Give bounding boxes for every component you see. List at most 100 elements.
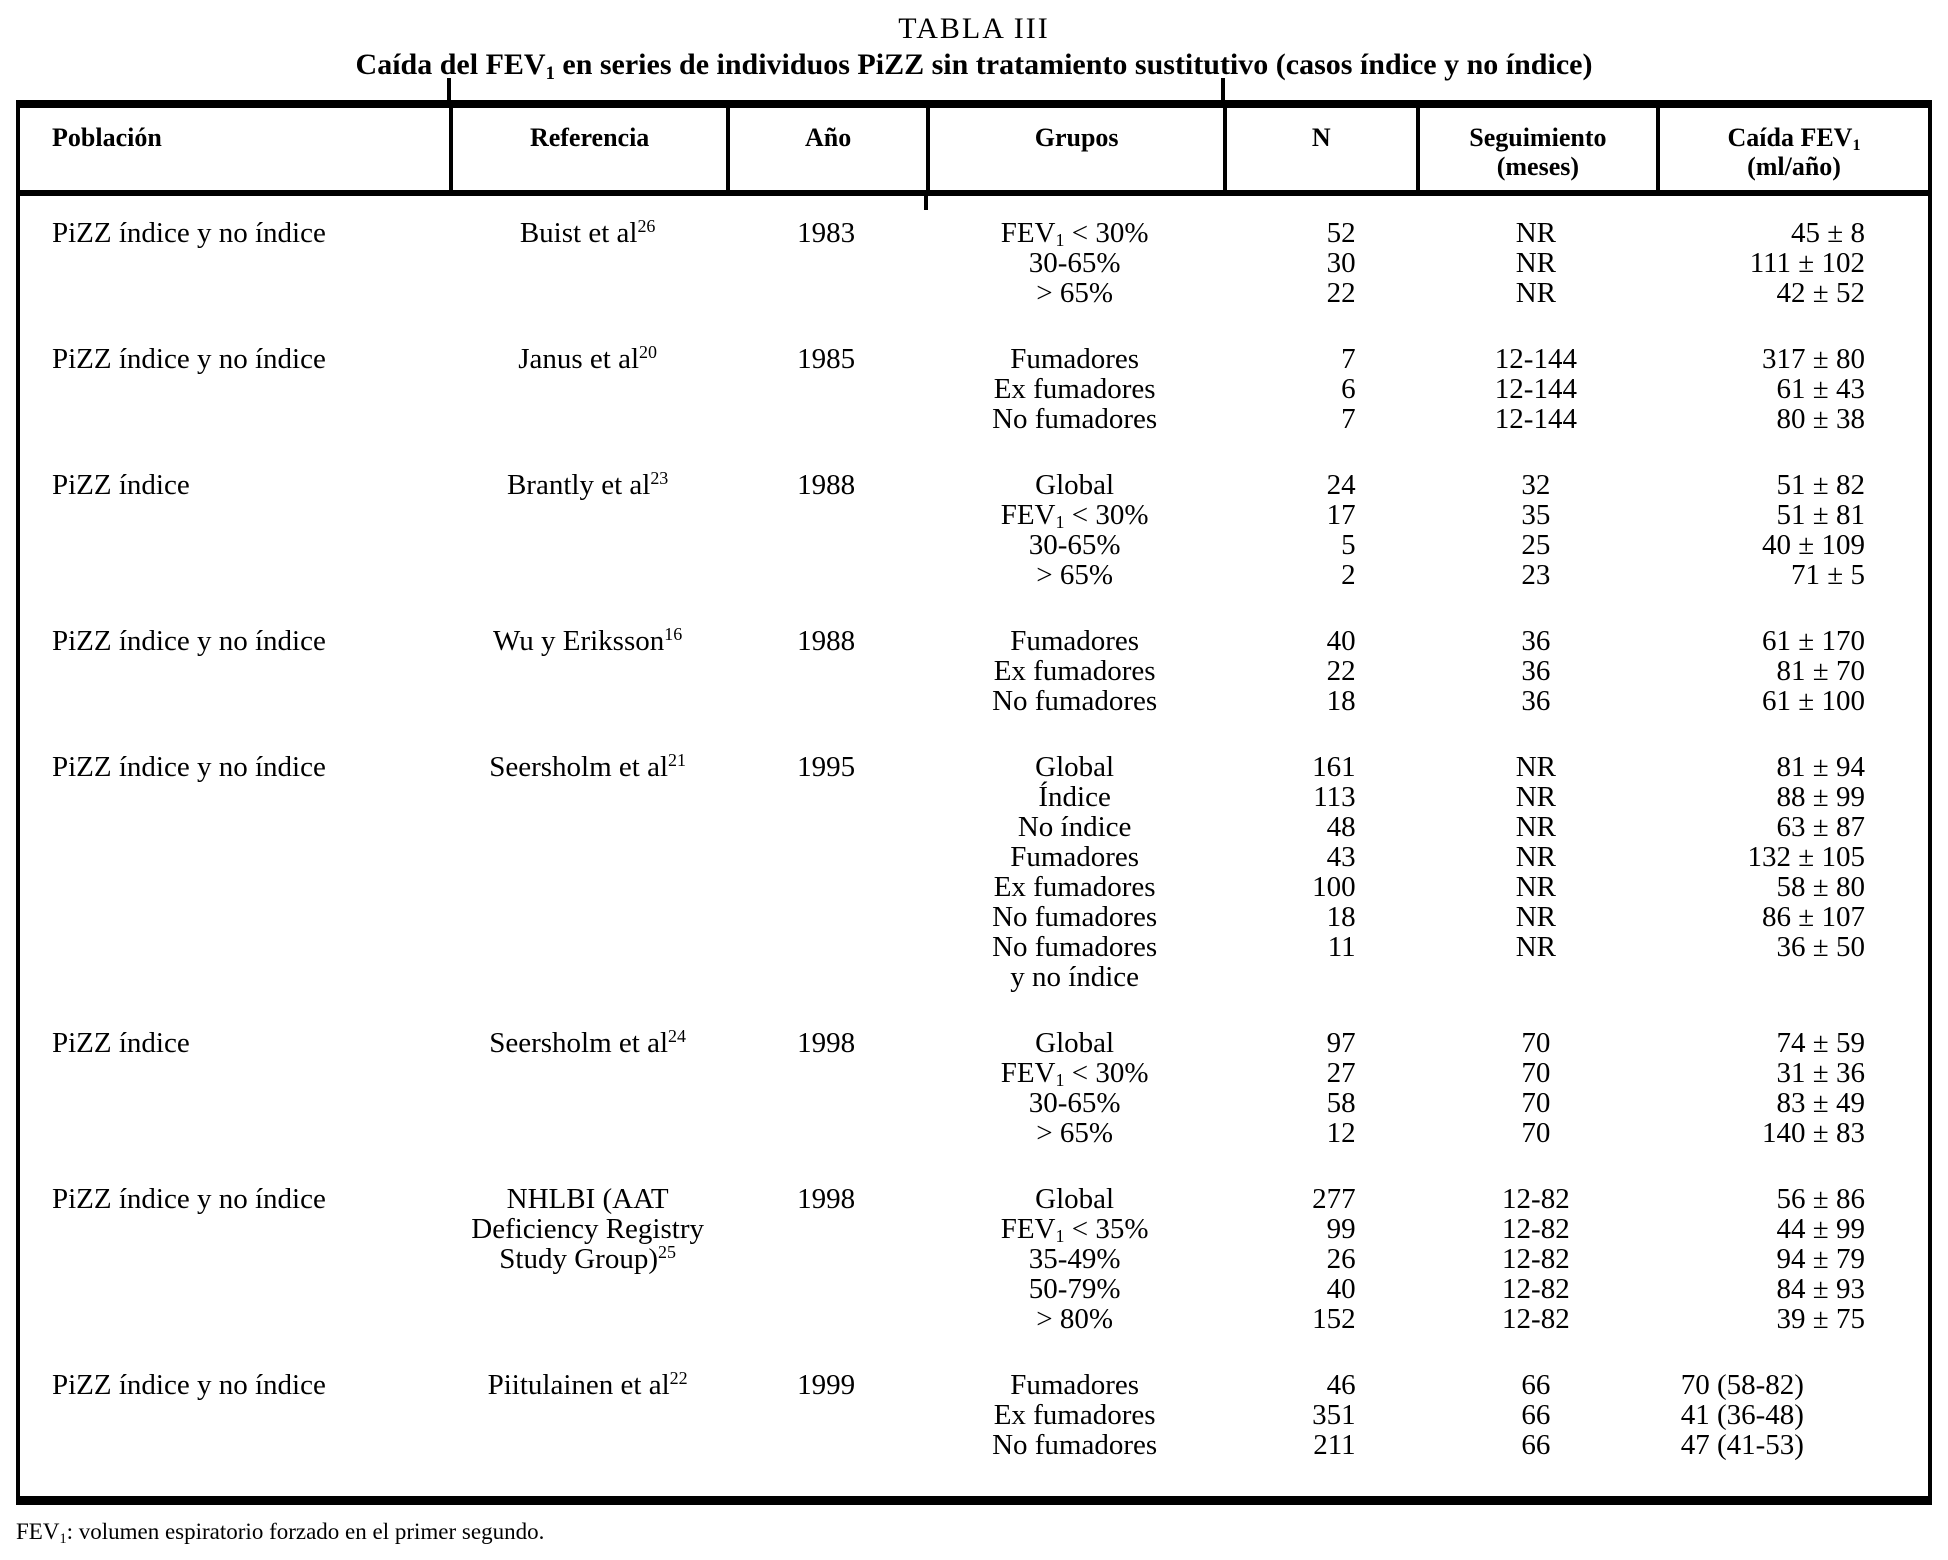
- cell-line: 161: [1312, 751, 1356, 783]
- cell-line: 351: [1312, 1399, 1356, 1431]
- cell-line: 51 ± 82: [1776, 469, 1865, 501]
- cell-caida-fev1: 70 (58-82) 41 (36-48) 47 (41-53): [1656, 1370, 1928, 1460]
- cell-line: 70: [1521, 1027, 1551, 1059]
- cell-line: 40: [1326, 625, 1356, 657]
- cell-line: 61 ± 100: [1762, 685, 1865, 717]
- cell-caida-fev1: 56 ± 86 44 ± 99 94 ± 79 84 ± 93 39 ± 75: [1656, 1184, 1928, 1334]
- column-header-seguimiento: Seguimiento (meses): [1415, 108, 1656, 190]
- cell-poblacion: PiZZ índice: [20, 470, 449, 590]
- cell-line: FEV1 < 30%: [1000, 1057, 1149, 1091]
- cell-line: 7: [1341, 403, 1356, 435]
- cell-line: 48: [1326, 811, 1356, 843]
- data-table: Población Referencia Año Grupos N Seguim…: [16, 78, 1932, 1505]
- cell-caida-fev1: 81 ± 94 88 ± 99 63 ± 87 132 ± 105 58 ± 80 86 …: [1656, 752, 1928, 992]
- cell-line: 1998: [797, 1027, 856, 1059]
- cell-line: 12-82: [1502, 1273, 1570, 1305]
- cell-line: NR: [1515, 901, 1557, 933]
- cell-line: 18: [1326, 901, 1356, 933]
- cell-line: Índice: [1038, 781, 1111, 813]
- cell-line: 43: [1326, 841, 1356, 873]
- cell-caida-fev1: 74 ± 59 31 ± 36 83 ± 49 140 ± 83: [1656, 1028, 1928, 1148]
- cell-line: 111 ± 102: [1749, 247, 1865, 279]
- cell-ano: 1998: [726, 1028, 926, 1148]
- cell-line: Seersholm et al21: [489, 750, 686, 783]
- cell-line: Deficiency Registry: [471, 1213, 704, 1245]
- cell-line: 66: [1521, 1429, 1551, 1461]
- cell-line: 5: [1341, 529, 1356, 561]
- cell-line: 25: [1521, 529, 1551, 561]
- cell-line: 113: [1313, 781, 1356, 813]
- cell-line: Janus et al20: [518, 342, 658, 375]
- cell-line: 1983: [797, 217, 856, 249]
- cell-line: 94 ± 79: [1776, 1243, 1865, 1275]
- header-line: Seguimiento: [1469, 123, 1607, 152]
- table-row-group: PiZZ índice Seersholm et al24 1998 Globa…: [20, 992, 1928, 1148]
- cell-line: 17: [1326, 499, 1356, 531]
- cell-line: NR: [1515, 781, 1557, 813]
- cell-line: 152: [1312, 1303, 1356, 1335]
- cell-referencia: Wu y Eriksson16: [449, 625, 726, 716]
- table-row-group: PiZZ índice y no índice Wu y Eriksson16 …: [20, 590, 1928, 716]
- cell-line: 71 ± 5: [1791, 559, 1865, 591]
- cell-seguimiento: 70 70 70 70: [1416, 1028, 1656, 1148]
- cell-poblacion: PiZZ índice y no índice: [20, 1184, 449, 1334]
- cell-line: NR: [1515, 931, 1557, 963]
- cell-line: 45 ± 8: [1791, 217, 1865, 249]
- cell-n: 24 17 5 2: [1223, 470, 1416, 590]
- cell-line: 42 ± 52: [1776, 277, 1865, 309]
- cell-line: Seersholm et al24: [489, 1026, 686, 1059]
- cell-grupos: Global FEV1 < 35% 35-49% 50-79% > 80%: [926, 1184, 1223, 1334]
- cell-seguimiento: 32 35 25 23: [1416, 470, 1656, 590]
- cell-line: NR: [1515, 277, 1557, 309]
- cell-line: Fumadores: [1010, 1369, 1140, 1401]
- cell-referencia: Janus et al20: [449, 342, 726, 434]
- cell-grupos: FEV1 < 30% 30-65% > 65%: [926, 218, 1223, 308]
- cell-line: 74 ± 59: [1776, 1027, 1865, 1059]
- cell-line: 46: [1326, 1369, 1356, 1401]
- cell-line: 36 ± 50: [1776, 931, 1865, 963]
- cell-grupos: Global FEV1 < 30% 30-65% > 65%: [926, 1028, 1223, 1148]
- table-header-row: Población Referencia Año Grupos N Seguim…: [20, 108, 1928, 196]
- cell-line: 30: [1326, 247, 1356, 279]
- cell-line: Ex fumadores: [993, 871, 1156, 903]
- cell-line: PiZZ índice y no índice: [52, 1183, 326, 1215]
- cell-line: 80 ± 38: [1776, 403, 1865, 435]
- cell-line: 52: [1326, 217, 1356, 249]
- column-divider-tick: [447, 78, 452, 100]
- cell-line: 56 ± 86: [1776, 1183, 1865, 1215]
- cell-line: PiZZ índice y no índice: [52, 217, 326, 249]
- cell-line: 27: [1326, 1057, 1356, 1089]
- cell-referencia: NHLBI (AAT Deficiency Registry Study Group…: [449, 1184, 726, 1334]
- cell-line: NR: [1515, 217, 1557, 249]
- cell-line: 132 ± 105: [1747, 841, 1865, 873]
- cell-line: Fumadores: [1010, 625, 1140, 657]
- cell-line: 12-82: [1502, 1243, 1570, 1275]
- cell-caida-fev1: 51 ± 82 51 ± 81 40 ± 109 71 ± 5: [1656, 470, 1928, 590]
- cell-line: 12-144: [1494, 403, 1577, 435]
- cell-line: Global: [1035, 1183, 1115, 1215]
- cell-line: 70: [1521, 1117, 1551, 1149]
- column-header-referencia: Referencia: [449, 108, 726, 190]
- cell-line: 12-144: [1494, 373, 1577, 405]
- table-row-group: PiZZ índice y no índice Janus et al20 19…: [20, 308, 1928, 434]
- cell-line: 12-82: [1502, 1303, 1570, 1335]
- cell-n: 46 351 211: [1223, 1370, 1416, 1460]
- table-body: PiZZ índice y no índice Buist et al26 19…: [20, 196, 1928, 1496]
- column-header-poblacion: Población: [52, 123, 162, 152]
- cell-line: 140 ± 83: [1762, 1117, 1865, 1149]
- cell-line: 12-144: [1494, 343, 1577, 375]
- cell-line: Global: [1035, 751, 1115, 783]
- column-header-caida-fev1: Caída FEV1 (ml/año): [1656, 108, 1928, 190]
- cell-line: 211: [1313, 1429, 1356, 1461]
- cell-line: 61 ± 43: [1776, 373, 1865, 405]
- cell-line: 81 ± 70: [1776, 655, 1865, 687]
- cell-line: PiZZ índice: [52, 1027, 190, 1059]
- cell-ano: 1998: [726, 1184, 926, 1334]
- cell-line: 23: [1521, 559, 1551, 591]
- cell-line: Study Group)25: [499, 1242, 676, 1275]
- cell-seguimiento: NR NR NR NR NR NR NR: [1416, 752, 1656, 992]
- cell-line: 1995: [797, 751, 856, 783]
- cell-seguimiento: 12-82 12-82 12-82 12-82 12-82: [1416, 1184, 1656, 1334]
- cell-n: 277 99 26 40 152: [1223, 1184, 1416, 1334]
- table-row-group: PiZZ índice y no índice Piitulainen et a…: [20, 1334, 1928, 1460]
